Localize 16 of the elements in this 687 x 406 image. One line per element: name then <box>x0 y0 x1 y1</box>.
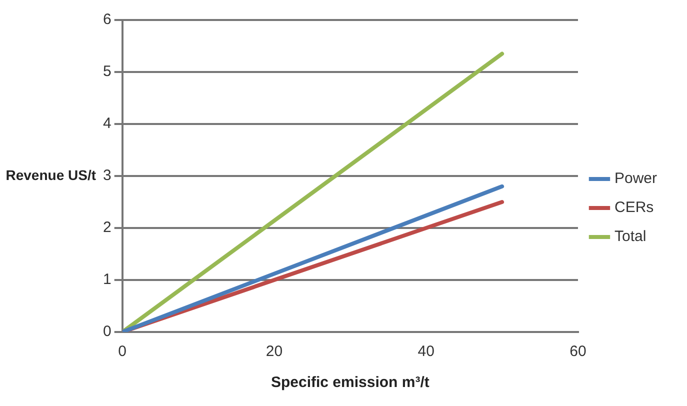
y-tick-label: 4 <box>103 115 112 132</box>
y-tick-label: 1 <box>103 271 112 288</box>
x-tick-label: 20 <box>266 343 283 360</box>
y-tick-label: 2 <box>103 219 112 236</box>
legend-label: Total <box>614 228 646 246</box>
y-tick-label: 6 <box>103 11 112 28</box>
legend-label: CERs <box>614 199 654 216</box>
y-tick-label: 0 <box>103 323 112 340</box>
y-tick-label: 5 <box>103 63 112 80</box>
legend-label: Power <box>614 170 658 188</box>
x-tick-label: 0 <box>118 343 127 360</box>
y-tick-label: 3 <box>103 167 112 184</box>
y-axis-title: Revenue US/t <box>6 166 96 183</box>
x-tick-label: 60 <box>570 343 586 360</box>
x-tick-label: 40 <box>418 343 434 360</box>
x-axis-title: Specific emission m³/t <box>270 374 430 392</box>
